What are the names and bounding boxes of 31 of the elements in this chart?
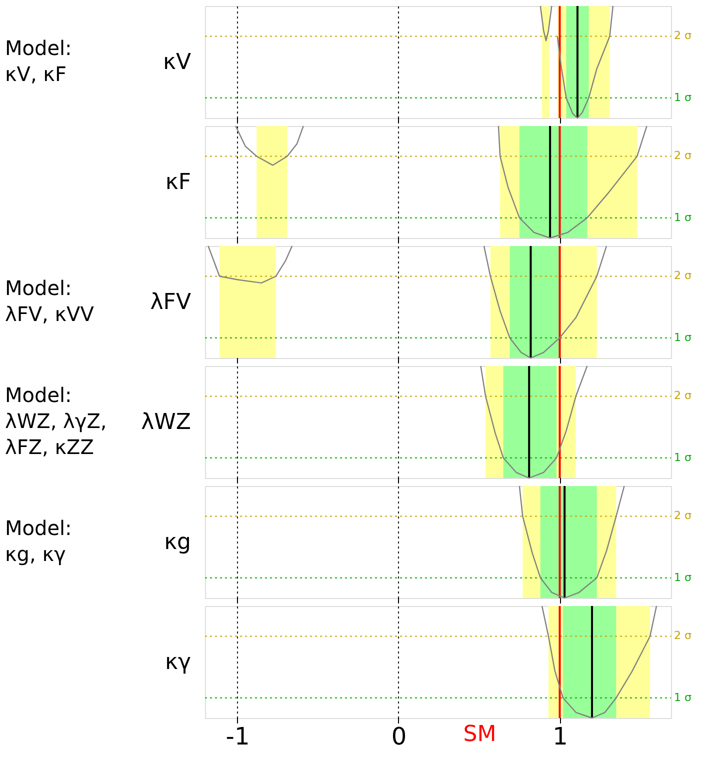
- x-tick-label: 1: [552, 722, 568, 750]
- ref-line-label: 2 σ: [674, 149, 692, 162]
- y-axis-title: κγ: [165, 650, 191, 675]
- ref-line-label: 1 σ: [674, 90, 692, 104]
- y-axis-title: κV: [162, 50, 191, 75]
- text: Model:: [5, 383, 72, 407]
- x-tick-label: 0: [391, 722, 407, 750]
- x-tick-label: -1: [226, 722, 250, 750]
- ref-line-label: 1 σ: [674, 570, 692, 584]
- ref-line-label: 2 σ: [674, 29, 692, 42]
- text: Model:: [5, 36, 72, 60]
- text: λFZ, κZZ: [5, 435, 94, 459]
- ref-line-label: 2 σ: [674, 509, 692, 522]
- ref-line-label: 1 σ: [674, 210, 692, 224]
- y-axis-title: κg: [164, 530, 191, 555]
- ref-line-label: 1 σ: [674, 330, 692, 344]
- ref-line-label: 2 σ: [674, 389, 692, 402]
- ref-line-label: 2 σ: [674, 269, 692, 282]
- text: Model:: [5, 516, 72, 540]
- y-axis-title: λWZ: [141, 410, 191, 435]
- text: κg, κγ: [5, 542, 66, 566]
- ref-line-label: 1 σ: [674, 690, 692, 704]
- text: Model:: [5, 276, 72, 300]
- ref-line-label: SM: [463, 722, 496, 747]
- text: κV, κF: [5, 62, 66, 86]
- ref-line-label: 2 σ: [674, 629, 692, 642]
- text: λWZ, λγZ,: [5, 409, 107, 433]
- y-axis-title: κF: [165, 170, 191, 195]
- text: λFV, κVV: [5, 302, 94, 326]
- ref-line-label: 1 σ: [674, 450, 692, 464]
- y-axis-title: λFV: [150, 290, 191, 315]
